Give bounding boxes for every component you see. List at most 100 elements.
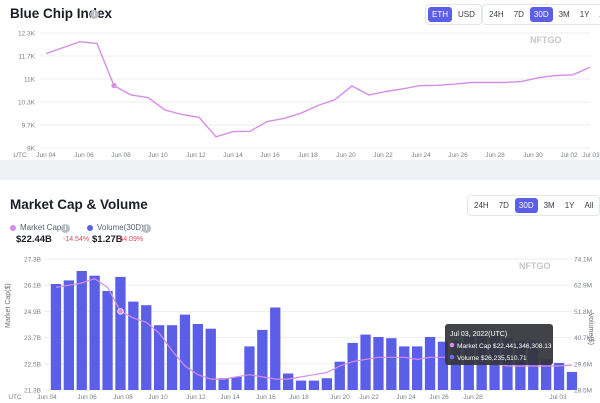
volume-bar[interactable] [528, 340, 539, 391]
volume-bar[interactable] [244, 346, 255, 390]
x-tick-label: Jun 14 [220, 394, 240, 401]
left-y-tick-label: 27.3B [24, 257, 41, 264]
volume-bar[interactable] [295, 380, 307, 390]
info-icon[interactable]: i [61, 224, 70, 233]
volume-bar[interactable] [231, 377, 242, 390]
x-tick-label: Jun 18 [289, 394, 309, 401]
volume-bar[interactable] [192, 324, 203, 390]
x-tick-label: Jun 18 [298, 152, 318, 159]
x-tick-label: Jun 12 [186, 152, 206, 159]
volume-bar[interactable] [89, 275, 100, 390]
index-range-tab-7d[interactable]: 7D [513, 10, 524, 19]
volume-bar[interactable] [283, 373, 294, 391]
x-tick-label: Jun 10 [148, 152, 168, 159]
tooltip-cap-dot [449, 342, 455, 348]
legend-market-cap[interactable]: Market Cap [10, 223, 61, 232]
x-tick-label: Jun 08 [111, 152, 131, 159]
volume-bar[interactable] [141, 305, 152, 390]
cap-range-tab-3m[interactable]: 3M [543, 201, 555, 210]
x-tick-label: Jun 30 [523, 152, 543, 159]
info-icon[interactable]: i [90, 10, 99, 19]
volume-bar[interactable] [154, 325, 165, 390]
y-tick-label: 11.7K [18, 54, 35, 61]
volume-bar[interactable] [347, 342, 358, 390]
market-cap-dot [10, 224, 16, 231]
volume-bar[interactable] [166, 325, 178, 390]
left-y-tick-label: 23.7B [24, 335, 41, 342]
volume-bar[interactable] [553, 362, 565, 390]
x-tick-label: Jun 24 [396, 394, 416, 401]
index-watermark: NFTGO [530, 35, 562, 45]
volume-bar[interactable] [102, 291, 113, 390]
x-tick-label: Jun 22 [359, 394, 379, 401]
right-y-tick-label: 29.6M [574, 361, 592, 368]
volume-bar[interactable] [128, 301, 139, 390]
tooltip-volume: Volume $26,235,510.71 [457, 355, 527, 362]
volume-bar[interactable] [399, 346, 410, 390]
cap-range-tab-1y[interactable]: 1Y [564, 201, 575, 210]
volume-bar[interactable] [308, 380, 320, 390]
volume-bar[interactable] [63, 280, 74, 390]
market-cap-value: $22.44B [16, 234, 52, 245]
volume-bar[interactable] [566, 371, 578, 390]
index-title: Blue Chip Index [10, 6, 113, 21]
cap-range-tab-30d[interactable]: 30D [514, 198, 538, 213]
index-range-tab-24h[interactable]: 24H [489, 10, 504, 19]
volume-bar[interactable] [321, 378, 332, 390]
index-range-tab-1y[interactable]: 1Y [579, 10, 590, 19]
cap-range-tab-24h[interactable]: 24H [474, 201, 489, 210]
left-y-tick-label: 26.1B [24, 283, 41, 290]
volume-bar[interactable] [386, 338, 397, 390]
currency-tab-eth[interactable]: ETH [428, 7, 452, 22]
volume-bar[interactable] [541, 359, 552, 390]
legend-volume[interactable]: Volume(30D) [87, 223, 144, 232]
x-tick-label: Jul 03 [582, 152, 600, 159]
volume-bar[interactable] [205, 328, 216, 390]
volume-dot [87, 224, 93, 231]
cap-range-tab-7d[interactable]: 7D [498, 201, 509, 210]
x-tick-label: Jun 28 [485, 152, 505, 159]
index-range-tab-30d[interactable]: 30D [529, 7, 553, 22]
volume-bar[interactable] [424, 337, 436, 390]
volume-bar[interactable] [115, 276, 126, 390]
currency-tab-usd[interactable]: USD [458, 10, 475, 19]
volume-change: -54.09% [117, 236, 144, 243]
volume-bar[interactable] [270, 307, 281, 391]
right-axis-label: Volume($) [587, 313, 594, 345]
cap-range-tabs: 24H 7D 30D 3M 1Y All [467, 195, 600, 216]
volume-bar[interactable] [334, 361, 345, 390]
right-y-tick-label: 74.1M [574, 257, 592, 264]
volume-bar[interactable] [412, 346, 423, 390]
x-tick-label: Jun 08 [113, 394, 133, 401]
x-tick-label: Jun 04 [37, 394, 57, 401]
volume-bar[interactable] [515, 340, 526, 391]
volume-bar[interactable] [360, 334, 371, 390]
right-y-tick-label: 40.7M [574, 335, 592, 342]
currency-toggle: ETH USD [425, 4, 482, 25]
x-tick-label: UTC [8, 394, 22, 401]
volume-value: $1.27B [92, 234, 123, 245]
volume-bar[interactable] [50, 284, 62, 390]
volume-bar[interactable] [373, 337, 384, 390]
legend-market-cap-label: Market Cap [20, 223, 62, 232]
legend-volume-label: Volume(30D) [97, 223, 144, 232]
market-cap-volume-chart: 21.3B 22.5B 23.7B 24.9B 26.1B 27.3B 18.5M 29.6… [5, 257, 594, 402]
x-tick-label: Jun 20 [336, 152, 356, 159]
cap-watermark: NFTGO [519, 261, 551, 271]
volume-bar[interactable] [450, 340, 461, 391]
volume-bar[interactable] [218, 378, 229, 390]
chart-tooltip: Jul 03, 2022(UTC) Market Cap $22,441,346… [445, 324, 553, 365]
volume-bar[interactable] [257, 329, 268, 390]
volume-bar[interactable] [437, 341, 449, 390]
volume-bar[interactable] [76, 271, 87, 390]
index-range-tab-3m[interactable]: 3M [558, 10, 570, 19]
volume-bar[interactable] [179, 314, 191, 390]
x-tick-label: Jun 06 [77, 394, 97, 401]
info-icon[interactable]: i [142, 224, 151, 233]
x-tick-label: Jun 12 [186, 394, 206, 401]
cap-range-tab-all[interactable]: All [584, 201, 594, 210]
x-tick-label: Jun 16 [256, 394, 276, 401]
left-y-tick-label: 22.5B [24, 361, 41, 368]
